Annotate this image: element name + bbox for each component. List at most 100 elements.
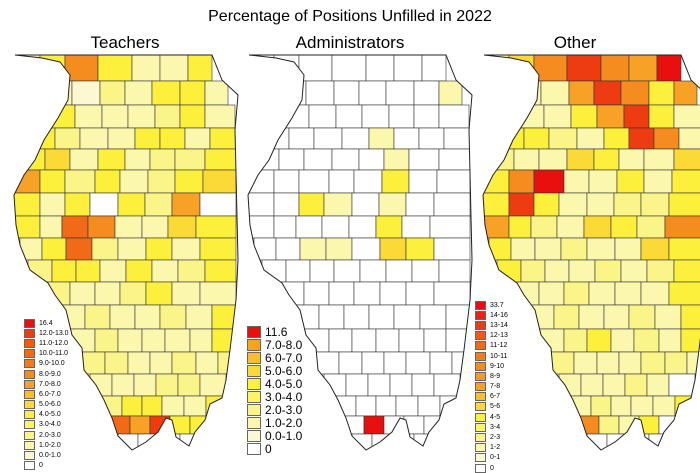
county-cell xyxy=(133,373,157,397)
other-legend-swatch xyxy=(475,341,486,351)
other-legend-entry: 5-6 xyxy=(475,402,508,412)
other-legend-label: 13-14 xyxy=(490,321,508,329)
other-legend-entry: 2-3 xyxy=(475,432,508,443)
teachers-legend-label: 7.0-8.0 xyxy=(39,380,61,388)
county-cell xyxy=(205,395,225,417)
county-cell xyxy=(640,237,670,261)
county-cell xyxy=(513,281,540,306)
county-cell xyxy=(378,192,407,217)
county-cell xyxy=(483,215,510,239)
other-legend-label: 4-5 xyxy=(490,413,501,421)
county-cell xyxy=(359,259,387,283)
county-cell xyxy=(418,127,445,150)
county-cell xyxy=(566,55,602,82)
county-cell xyxy=(580,373,604,397)
county-cell xyxy=(648,104,675,129)
county-cell xyxy=(417,395,441,417)
county-cell xyxy=(590,395,612,417)
administrators-legend-label: 2.0-3.0 xyxy=(265,403,303,418)
county-cell xyxy=(75,259,101,283)
other-legend-swatch xyxy=(475,392,486,402)
county-cell xyxy=(576,127,605,150)
county-cell xyxy=(305,80,335,106)
administrators-legend-swatch xyxy=(247,430,261,443)
other-legend-entry: 6-7 xyxy=(475,392,508,402)
county-cell xyxy=(368,304,395,330)
county-cell xyxy=(278,281,305,306)
administrators-legend: 11.6 7.0-8.0 6.0-7.0 5.0-6.0 4.0-5.0 3.0-4.0 2… xyxy=(247,325,302,456)
county-cell xyxy=(556,215,585,239)
county-cell xyxy=(658,415,680,435)
county-cell xyxy=(618,148,645,171)
county-cell xyxy=(167,215,197,239)
county-cell xyxy=(614,237,642,261)
other-legend-swatch xyxy=(475,443,486,453)
county-cell xyxy=(643,169,673,194)
county-cell xyxy=(171,192,201,217)
county-cell xyxy=(533,192,560,217)
county-cell xyxy=(616,169,645,194)
administrators-legend-entry: 6.0-7.0 xyxy=(247,351,302,365)
county-cell xyxy=(202,169,237,194)
county-cell xyxy=(483,169,510,194)
other-map xyxy=(482,54,700,451)
county-cell xyxy=(614,281,642,306)
teachers-legend-label: 3.0-4.0 xyxy=(39,421,61,429)
other-legend-entry: 13-14 xyxy=(475,320,508,330)
county-cell xyxy=(643,148,675,171)
teachers-legend-swatch xyxy=(24,451,35,461)
county-cell xyxy=(368,127,395,150)
county-cell xyxy=(419,304,447,330)
county-cell xyxy=(177,373,201,397)
teachers-legend-entry: 1.0-2.0 xyxy=(24,440,69,450)
county-cell xyxy=(109,415,131,435)
county-cell xyxy=(328,169,355,194)
county-cell xyxy=(335,104,363,129)
county-cell xyxy=(159,127,186,150)
other-legend-swatch xyxy=(475,331,486,341)
county-cell xyxy=(553,304,580,330)
county-cell xyxy=(393,433,415,450)
county-cell xyxy=(358,148,385,171)
teachers-legend-entry: 11.0-12.0 xyxy=(24,338,69,348)
county-cell xyxy=(171,281,201,306)
teachers-legend-label: 2.0-3.0 xyxy=(39,431,61,439)
other-legend: 33.7 14-16 13-14 12-13 11-12 10-11 9-10 8-9 7-8 6… xyxy=(475,300,508,473)
county-cell xyxy=(94,169,121,194)
county-cell xyxy=(408,169,438,194)
other-legend-entry: 14-16 xyxy=(475,310,508,320)
county-cell xyxy=(117,328,143,353)
other-legend-swatch xyxy=(475,300,486,310)
county-cell xyxy=(313,127,343,150)
other-legend-entry: 0-1 xyxy=(475,453,508,463)
county-cell xyxy=(668,373,696,397)
county-cell xyxy=(19,237,43,261)
county-cell xyxy=(610,328,635,353)
county-cell xyxy=(87,215,116,239)
administrators-legend-label: 3.0-4.0 xyxy=(265,390,303,405)
other-legend-entry: 7-8 xyxy=(475,382,508,392)
teachers-legend-swatch xyxy=(24,400,35,410)
county-cell xyxy=(600,55,630,82)
county-cell xyxy=(628,304,656,330)
county-cell xyxy=(361,104,390,129)
county-cell xyxy=(401,215,431,239)
county-cell xyxy=(351,433,373,450)
other-legend-entry: 4-5 xyxy=(475,412,508,422)
county-cell xyxy=(288,127,315,150)
administrators-legend-swatch xyxy=(247,351,261,364)
county-cell xyxy=(29,127,56,150)
county-cell xyxy=(199,281,237,306)
county-cell xyxy=(405,281,435,306)
county-cell xyxy=(656,55,682,82)
county-cell xyxy=(195,215,237,239)
county-cell xyxy=(379,281,407,306)
county-cell xyxy=(328,281,355,306)
county-cell xyxy=(195,351,219,375)
teachers-legend-swatch xyxy=(24,410,35,420)
county-cell xyxy=(117,433,139,450)
other-legend-label: 3-4 xyxy=(490,423,501,431)
teachers-legend-entry: 7.0-8.0 xyxy=(24,379,69,389)
county-cell xyxy=(664,215,700,239)
county-cell xyxy=(179,80,206,106)
